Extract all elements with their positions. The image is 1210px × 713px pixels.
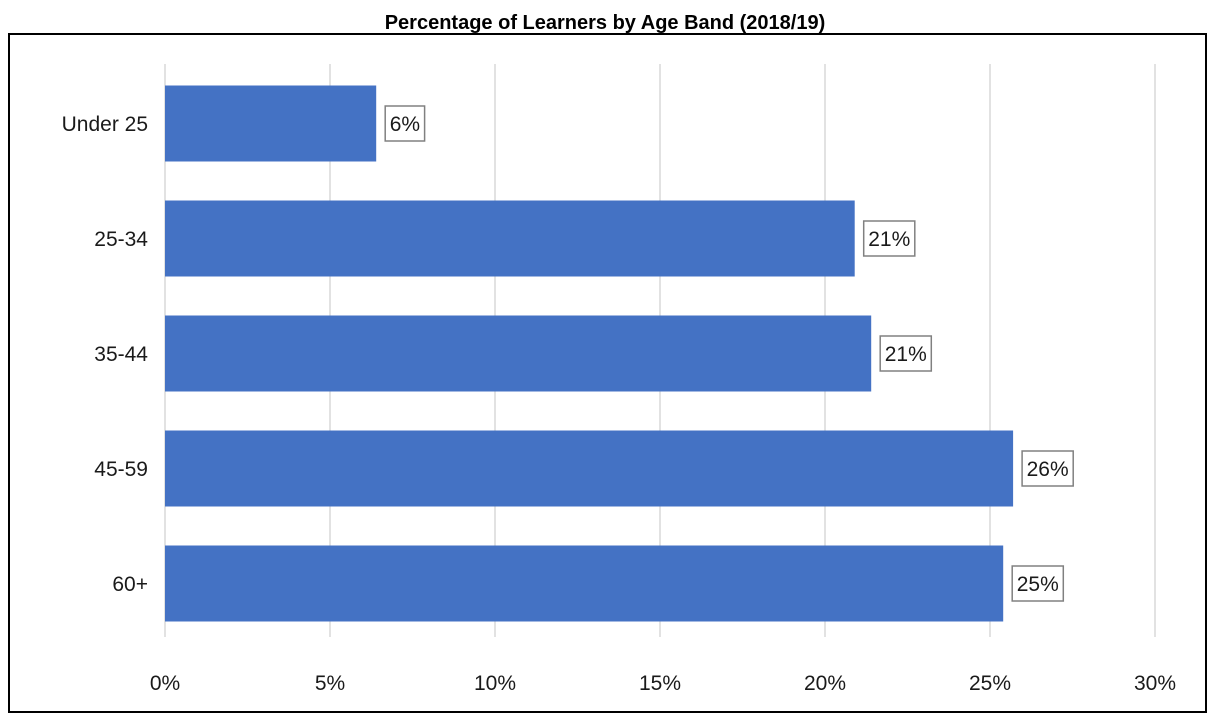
data-label: 26% — [1027, 458, 1069, 481]
data-label: 25% — [1017, 573, 1059, 596]
x-tick-label: 15% — [639, 672, 681, 695]
category-label: 45-59 — [94, 458, 148, 481]
bar — [165, 200, 855, 277]
data-label-box — [1021, 450, 1074, 487]
bars — [165, 85, 1014, 622]
data-label: 21% — [885, 343, 927, 366]
data-label: 21% — [868, 228, 910, 251]
bar — [165, 85, 377, 162]
data-label-box — [1011, 565, 1065, 602]
bar — [165, 430, 1014, 507]
x-tick-label: 20% — [804, 672, 846, 695]
bar — [165, 315, 872, 392]
data-label-box — [879, 335, 933, 372]
data-label: 6% — [390, 113, 420, 136]
x-tick-label: 10% — [474, 672, 516, 695]
x-tick-label: 0% — [150, 672, 180, 695]
data-label-box — [384, 105, 426, 142]
data-label-box — [862, 220, 916, 257]
x-tick-label: 5% — [315, 672, 345, 695]
x-tick-label: 30% — [1134, 672, 1176, 695]
chart-title: Percentage of Learners by Age Band (2018… — [384, 12, 826, 34]
category-label: 25-34 — [94, 228, 148, 251]
category-label: 35-44 — [94, 343, 148, 366]
category-label: 60+ — [112, 573, 148, 596]
x-tick-label: 25% — [969, 672, 1011, 695]
y-axis-tick-labels: Under 25 25-34 35-44 45-59 60+ — [62, 113, 149, 596]
data-labels: 6% 21% 21% 26% 25% — [384, 105, 1074, 602]
bar — [165, 545, 1004, 622]
x-axis-tick-labels: 0% 5% 10% 15% 20% 25% 30% — [150, 672, 1176, 695]
category-label: Under 25 — [62, 113, 148, 136]
